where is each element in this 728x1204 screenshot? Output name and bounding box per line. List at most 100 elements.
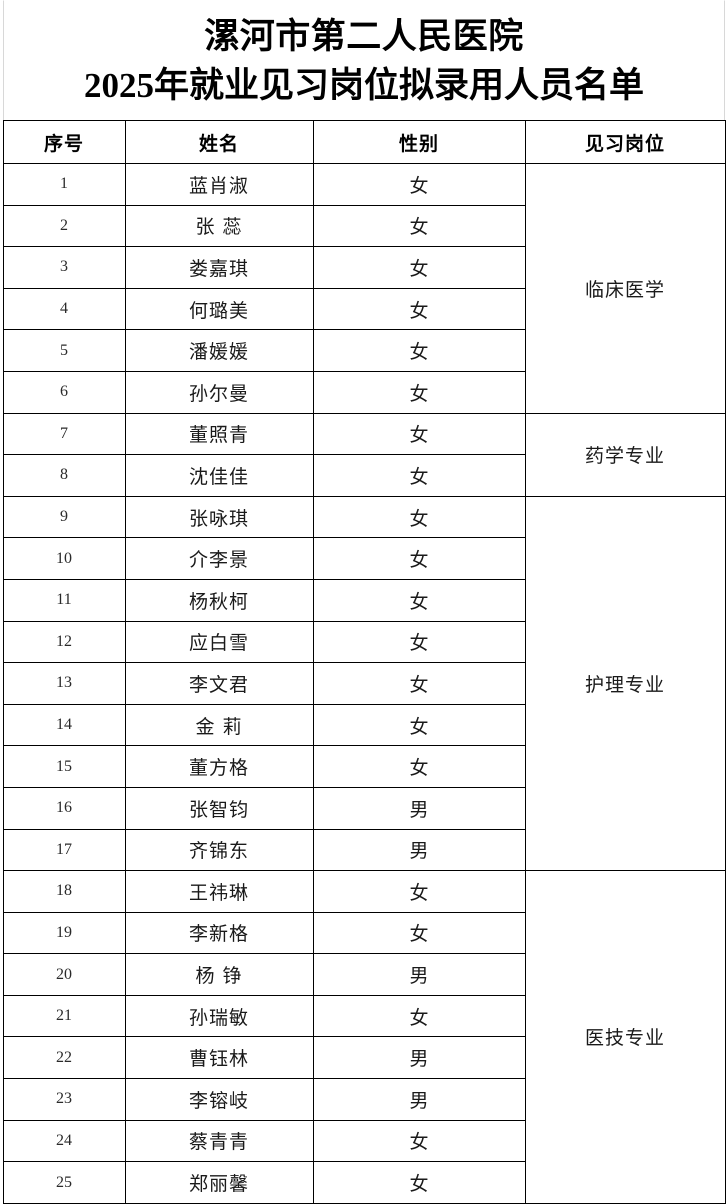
table-row: 5 潘媛媛女 xyxy=(2,329,725,372)
cell-name: 介李景 xyxy=(124,537,314,580)
cell-gender: 女 xyxy=(312,246,526,289)
cell-index: 3 xyxy=(2,246,126,289)
cell-index: 9 xyxy=(2,495,126,539)
cell-gender: 女 xyxy=(312,662,526,705)
cell-index: 25 xyxy=(2,1161,126,1204)
cell-index: 4 xyxy=(2,287,126,331)
cell-gender: 女 xyxy=(312,870,526,913)
cell-gender: 女 xyxy=(312,703,526,747)
cell-name: 董照青 xyxy=(124,412,314,456)
cell-name: 张咏琪 xyxy=(124,495,314,539)
table-row: 7 董照青女药学专业 xyxy=(2,412,726,497)
table-row: 15 董方格女 xyxy=(2,745,725,788)
cell-gender: 女 xyxy=(312,287,526,331)
document-title-block: 漯河市第二人民医院 2025年就业见习岗位拟录用人员名单 xyxy=(3,0,725,120)
cell-gender: 女 xyxy=(312,745,526,788)
cell-name: 董方格 xyxy=(124,745,314,788)
table-row: 1 蓝肖淑女临床医学 xyxy=(2,163,726,414)
cell-gender: 女 xyxy=(312,370,526,414)
cell-gender: 女 xyxy=(312,911,526,955)
table-row: 17 齐锦东男 xyxy=(2,828,725,872)
table-row: 11 杨秋柯女 xyxy=(2,578,725,622)
cell-name: 何璐美 xyxy=(124,287,314,331)
table-header: 序号 姓名 性别 见习岗位 xyxy=(2,120,726,164)
cell-index: 23 xyxy=(2,1078,126,1121)
column-header-gender: 性别 xyxy=(312,120,526,164)
column-header-index: 序号 xyxy=(2,120,126,164)
table-row: 12 应白雪女 xyxy=(2,620,725,664)
roster-table: 序号 姓名 性别 见习岗位 1 蓝肖淑女临床医学 2 张 蕊女 3 娄嘉琪女 4 何璐美女 5 潘… xyxy=(2,120,726,1204)
cell-gender: 女 xyxy=(312,495,526,539)
cell-name: 郑丽馨 xyxy=(124,1161,314,1204)
table-row: 23 李镕岐男 xyxy=(2,1078,725,1121)
page-title-line-1: 漯河市第二人民医院 xyxy=(204,17,524,56)
cell-index: 14 xyxy=(2,703,126,747)
table-header-row: 序号 姓名 性别 见习岗位 xyxy=(2,120,726,164)
cell-name: 张 蕊 xyxy=(124,204,314,248)
table-row: 24 蔡青青女 xyxy=(2,1119,725,1163)
cell-index: 21 xyxy=(2,994,126,1038)
cell-gender: 女 xyxy=(312,1161,526,1204)
cell-index: 24 xyxy=(2,1119,126,1163)
table-row: 16 张智钧男 xyxy=(2,786,725,830)
cell-gender: 女 xyxy=(312,537,526,580)
cell-gender: 女 xyxy=(312,454,526,497)
cell-gender: 男 xyxy=(312,786,526,830)
cell-name: 潘媛媛 xyxy=(124,329,314,372)
cell-index: 7 xyxy=(2,412,126,456)
table-row: 8 沈佳佳女 xyxy=(2,454,725,497)
table-row: 3 娄嘉琪女 xyxy=(2,246,725,289)
cell-post-group: 临床医学 xyxy=(524,163,726,414)
cell-gender: 女 xyxy=(312,578,526,622)
cell-index: 20 xyxy=(2,953,126,996)
cell-index: 8 xyxy=(2,454,126,497)
cell-name: 曹钰林 xyxy=(124,1036,314,1080)
table-body: 1 蓝肖淑女临床医学 2 张 蕊女 3 娄嘉琪女 4 何璐美女 5 潘媛媛女 6 孙尔曼女 7 董照青女药… xyxy=(2,163,726,1204)
cell-index: 17 xyxy=(2,828,126,872)
cell-index: 11 xyxy=(2,578,126,622)
cell-name: 孙瑞敏 xyxy=(124,994,314,1038)
cell-index: 10 xyxy=(2,537,126,580)
cell-index: 2 xyxy=(2,204,126,248)
cell-post-group: 医技专业 xyxy=(524,870,726,1204)
cell-post-group: 药学专业 xyxy=(524,412,726,497)
cell-name: 王祎琳 xyxy=(124,870,314,913)
cell-index: 13 xyxy=(2,662,126,705)
cell-post-group: 护理专业 xyxy=(524,495,726,872)
cell-index: 5 xyxy=(2,329,126,372)
cell-gender: 女 xyxy=(312,994,526,1038)
column-header-post: 见习岗位 xyxy=(524,120,726,164)
cell-name: 蔡青青 xyxy=(124,1119,314,1163)
cell-name: 金 莉 xyxy=(124,703,314,747)
cell-gender: 男 xyxy=(312,953,526,996)
cell-gender: 男 xyxy=(312,1078,526,1121)
cell-name: 齐锦东 xyxy=(124,828,314,872)
cell-name: 李镕岐 xyxy=(124,1078,314,1121)
cell-gender: 女 xyxy=(312,620,526,664)
cell-gender: 女 xyxy=(312,412,526,456)
cell-name: 孙尔曼 xyxy=(124,370,314,414)
cell-name: 杨 铮 xyxy=(124,953,314,996)
column-header-name: 姓名 xyxy=(124,120,314,164)
cell-index: 19 xyxy=(2,911,126,955)
cell-name: 沈佳佳 xyxy=(124,454,314,497)
cell-name: 杨秋柯 xyxy=(124,578,314,622)
cell-index: 15 xyxy=(2,745,126,788)
cell-gender: 女 xyxy=(312,1119,526,1163)
cell-index: 22 xyxy=(2,1036,126,1080)
cell-index: 1 xyxy=(2,163,126,206)
cell-gender: 男 xyxy=(312,1036,526,1080)
table-row: 10 介李景女 xyxy=(2,537,725,580)
cell-name: 应白雪 xyxy=(124,620,314,664)
cell-name: 娄嘉琪 xyxy=(124,246,314,289)
cell-gender: 女 xyxy=(312,204,526,248)
cell-gender: 女 xyxy=(312,329,526,372)
cell-index: 18 xyxy=(2,870,126,913)
cell-name: 李新格 xyxy=(124,911,314,955)
table-row: 4 何璐美女 xyxy=(2,287,725,331)
cell-name: 张智钧 xyxy=(124,786,314,830)
cell-index: 6 xyxy=(2,370,126,414)
table-row: 14 金 莉女 xyxy=(2,703,725,747)
